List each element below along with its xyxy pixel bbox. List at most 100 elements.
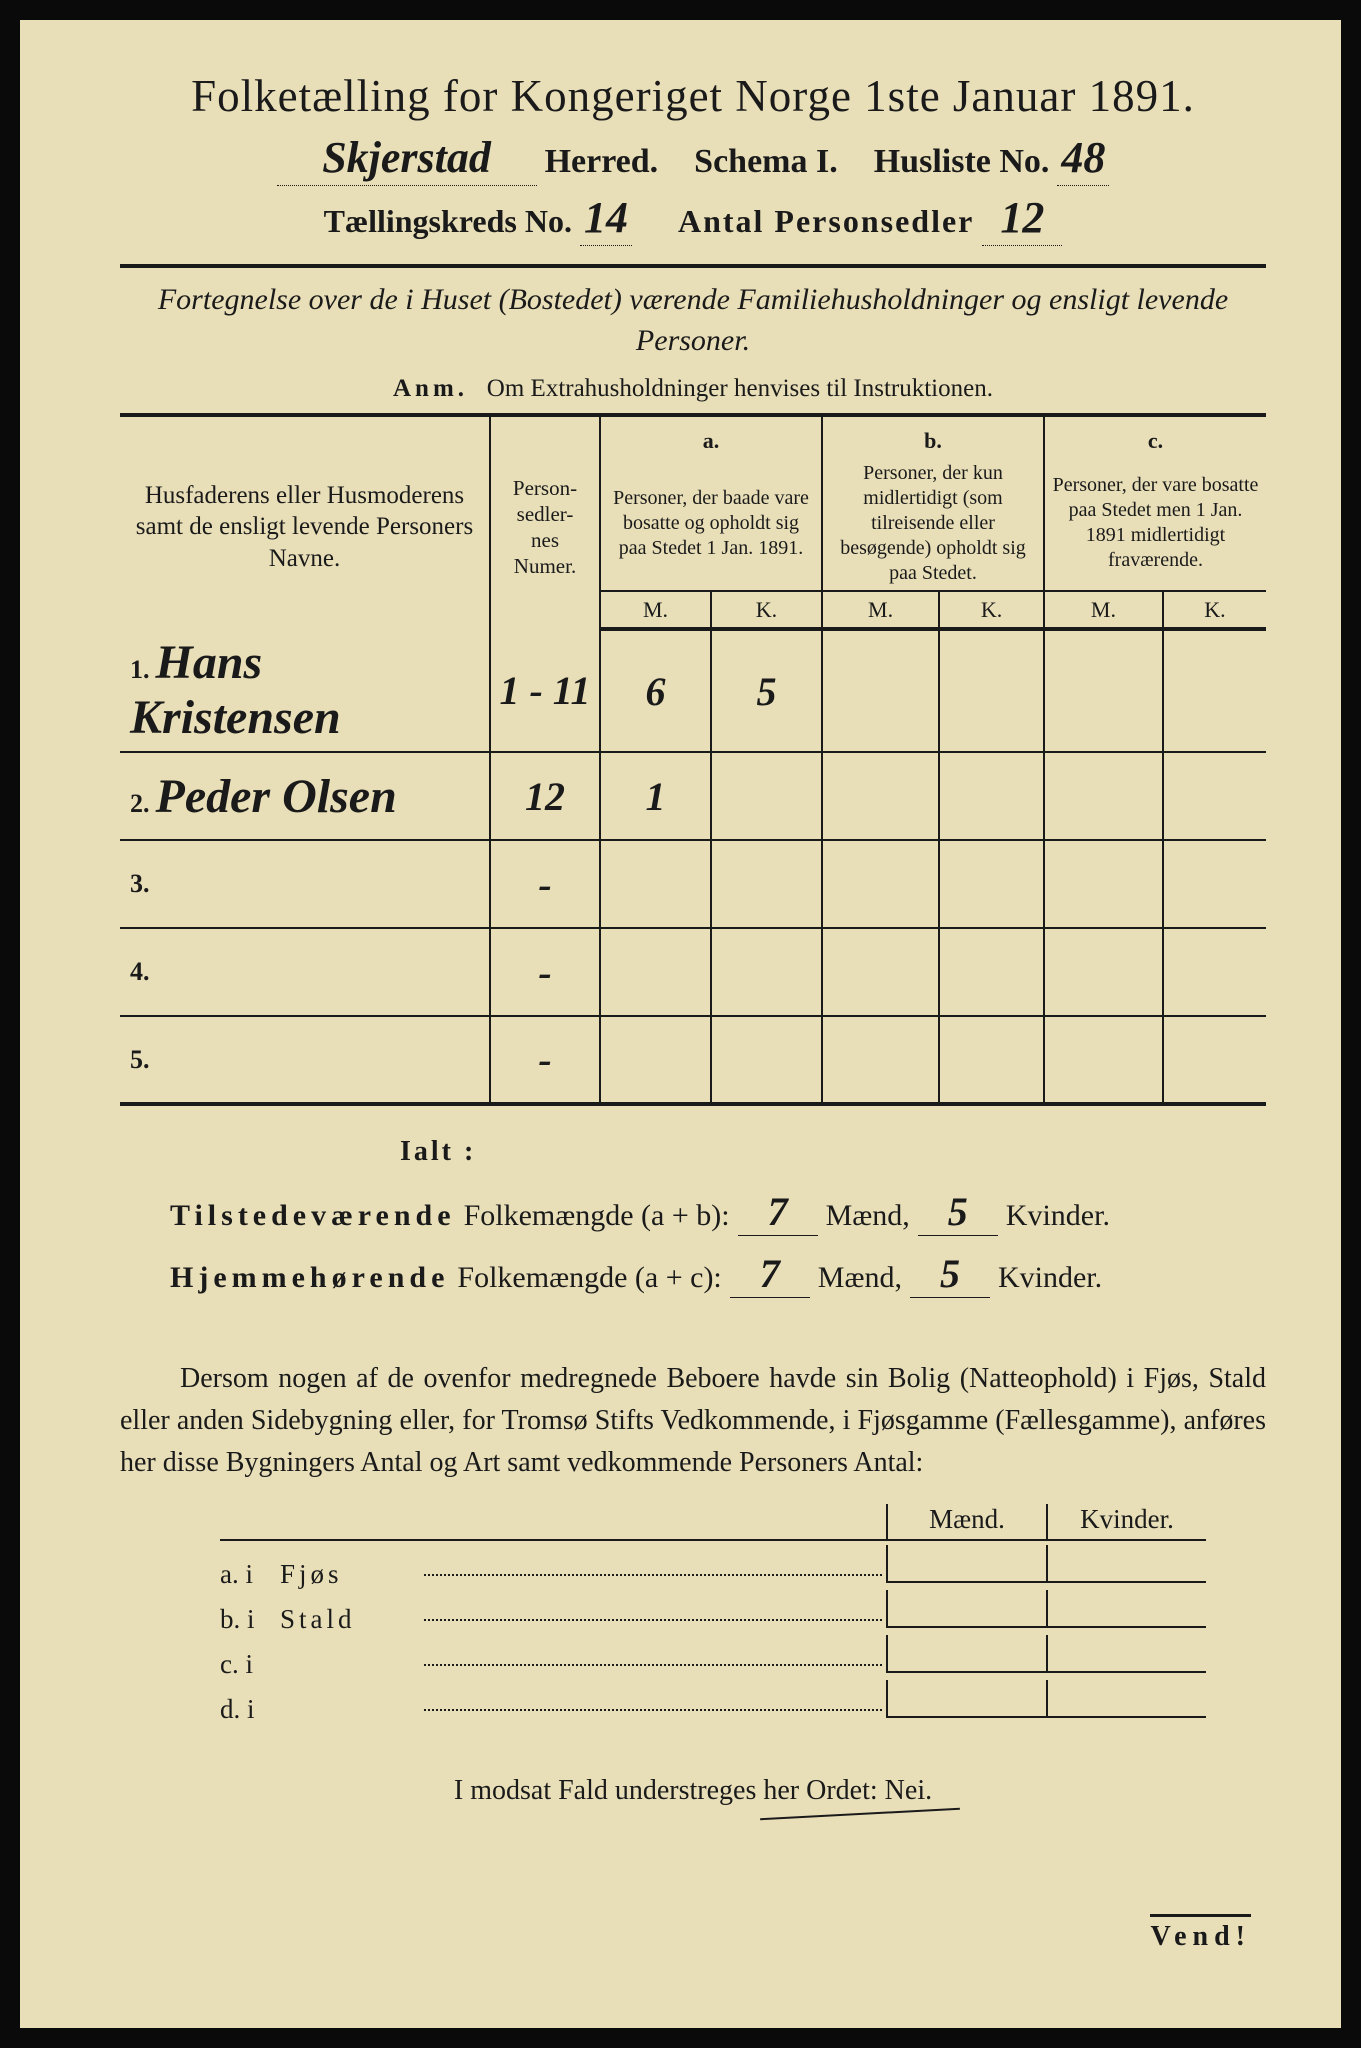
row-a-k bbox=[711, 1016, 822, 1104]
bygning-row: d. i bbox=[220, 1680, 1206, 1725]
anm-text: Om Extrahusholdninger henvises til Instr… bbox=[487, 375, 993, 402]
husliste-value: 48 bbox=[1057, 132, 1109, 186]
byg-head-m: Mænd. bbox=[886, 1504, 1046, 1539]
ac-rest: Folkemængde (a + c): bbox=[457, 1261, 721, 1295]
byg-lbl: c. i bbox=[220, 1649, 280, 1680]
table-row: 4.- bbox=[120, 928, 1266, 1016]
col-c-text: Personer, der vare bosatte paa Stedet me… bbox=[1044, 457, 1266, 591]
kreds-value: 14 bbox=[580, 192, 632, 246]
ab-label: Tilstedeværende bbox=[170, 1199, 456, 1233]
col-a-text: Personer, der baade vare bosatte og opho… bbox=[600, 457, 822, 591]
byg-m-cell bbox=[886, 1590, 1046, 1628]
byg-lbl: b. i bbox=[220, 1604, 280, 1635]
table-row: 1.Hans Kristensen1 - 1165 bbox=[120, 629, 1266, 752]
vend-label: Vend! bbox=[1150, 1914, 1251, 1953]
row-b-m bbox=[822, 752, 939, 840]
row-b-m bbox=[822, 840, 939, 928]
row-a-m bbox=[600, 928, 711, 1016]
anm-label: Anm. bbox=[393, 375, 468, 402]
row-numer: - bbox=[490, 928, 600, 1016]
byg-type: Stald bbox=[280, 1604, 420, 1635]
row-a-m bbox=[600, 840, 711, 928]
byg-m-cell bbox=[886, 1545, 1046, 1583]
row-a-m: 6 bbox=[600, 629, 711, 752]
households-table: Husfaderens eller Husmoderens samt de en… bbox=[120, 413, 1266, 1106]
row-a-k bbox=[711, 752, 822, 840]
row-b-k bbox=[939, 1016, 1044, 1104]
row-c-m bbox=[1044, 629, 1163, 752]
table-row: 2.Peder Olsen121 bbox=[120, 752, 1266, 840]
row-a-m bbox=[600, 1016, 711, 1104]
anm-line: Anm. Om Extrahusholdninger henvises til … bbox=[120, 375, 1266, 403]
row-b-k bbox=[939, 629, 1044, 752]
ac-label: Hjemmehørende bbox=[170, 1261, 449, 1295]
row-c-k bbox=[1163, 752, 1266, 840]
row-numer: 12 bbox=[490, 752, 600, 840]
col-c-k: K. bbox=[1163, 591, 1266, 630]
row-a-m: 1 bbox=[600, 752, 711, 840]
row-c-k bbox=[1163, 1016, 1266, 1104]
col-b-top: b. bbox=[822, 415, 1044, 457]
husliste-label: Husliste No. bbox=[874, 143, 1050, 181]
byg-dots bbox=[424, 1664, 882, 1666]
census-form-page: Folketælling for Kongeriget Norge 1ste J… bbox=[0, 0, 1361, 2048]
row-c-m bbox=[1044, 752, 1163, 840]
byg-lbl: a. i bbox=[220, 1559, 280, 1590]
row-c-k bbox=[1163, 629, 1266, 752]
col-b-m: M. bbox=[822, 591, 939, 630]
ab-rest: Folkemængde (a + b): bbox=[464, 1199, 730, 1233]
kvinder-label-2: Kvinder. bbox=[998, 1261, 1102, 1295]
page-title: Folketælling for Kongeriget Norge 1ste J… bbox=[120, 70, 1266, 122]
row-c-k bbox=[1163, 840, 1266, 928]
row-numer: - bbox=[490, 1016, 600, 1104]
col-b-k: K. bbox=[939, 591, 1044, 630]
table-row: 5.- bbox=[120, 1016, 1266, 1104]
nei-underline bbox=[760, 1808, 960, 1820]
row-b-m bbox=[822, 1016, 939, 1104]
byg-dots bbox=[424, 1709, 882, 1711]
col-a-top: a. bbox=[600, 415, 822, 457]
row-b-k bbox=[939, 840, 1044, 928]
bygning-row: b. iStald bbox=[220, 1590, 1206, 1635]
bygning-head: Mænd. Kvinder. bbox=[220, 1504, 1206, 1541]
ab-k-value: 5 bbox=[918, 1188, 998, 1236]
col-numer-header: Person- sedler- nes Numer. bbox=[490, 415, 600, 629]
byg-k-cell bbox=[1046, 1680, 1206, 1718]
bygning-block: Mænd. Kvinder. a. iFjøsb. iStaldc. id. i bbox=[220, 1504, 1206, 1725]
row-b-k bbox=[939, 752, 1044, 840]
antal-value: 12 bbox=[982, 192, 1062, 246]
row-c-k bbox=[1163, 928, 1266, 1016]
col-a-k: K. bbox=[711, 591, 822, 630]
ac-m-value: 7 bbox=[730, 1250, 810, 1298]
row-name-cell: 3. bbox=[120, 840, 490, 928]
row-a-k bbox=[711, 928, 822, 1016]
subtitle: Fortegnelse over de i Huset (Bostedet) v… bbox=[120, 280, 1266, 361]
bygning-paragraph: Dersom nogen af de ovenfor medregnede Be… bbox=[120, 1358, 1266, 1484]
header-line-3: Tællingskreds No. 14 Antal Personsedler … bbox=[120, 192, 1266, 246]
maend-label-1: Mænd, bbox=[826, 1199, 910, 1233]
row-c-m bbox=[1044, 840, 1163, 928]
col-name-header: Husfaderens eller Husmoderens samt de en… bbox=[120, 415, 490, 629]
rule-1 bbox=[120, 264, 1266, 268]
header-line-2: Skjerstad Herred. Schema I. Husliste No.… bbox=[120, 132, 1266, 186]
row-numer: 1 - 11 bbox=[490, 629, 600, 752]
schema-label: Schema I. bbox=[694, 143, 838, 181]
byg-k-cell bbox=[1046, 1590, 1206, 1628]
totals-line-ab: Tilstedeværende Folkemængde (a + b): 7 M… bbox=[170, 1188, 1266, 1236]
row-a-k bbox=[711, 840, 822, 928]
byg-k-cell bbox=[1046, 1545, 1206, 1583]
ialt-label: Ialt : bbox=[400, 1136, 1266, 1168]
table-row: 3.- bbox=[120, 840, 1266, 928]
byg-m-cell bbox=[886, 1680, 1046, 1718]
herred-label: Herred. bbox=[545, 143, 659, 181]
row-c-m bbox=[1044, 928, 1163, 1016]
ab-m-value: 7 bbox=[738, 1188, 818, 1236]
col-a-m: M. bbox=[600, 591, 711, 630]
bygning-paragraph-text: Dersom nogen af de ovenfor medregnede Be… bbox=[120, 1363, 1266, 1478]
kvinder-label-1: Kvinder. bbox=[1006, 1199, 1110, 1233]
byg-type: Fjøs bbox=[280, 1559, 420, 1590]
byg-k-cell bbox=[1046, 1635, 1206, 1673]
herred-value: Skjerstad bbox=[277, 132, 537, 186]
byg-dots bbox=[424, 1574, 882, 1576]
row-b-m bbox=[822, 928, 939, 1016]
